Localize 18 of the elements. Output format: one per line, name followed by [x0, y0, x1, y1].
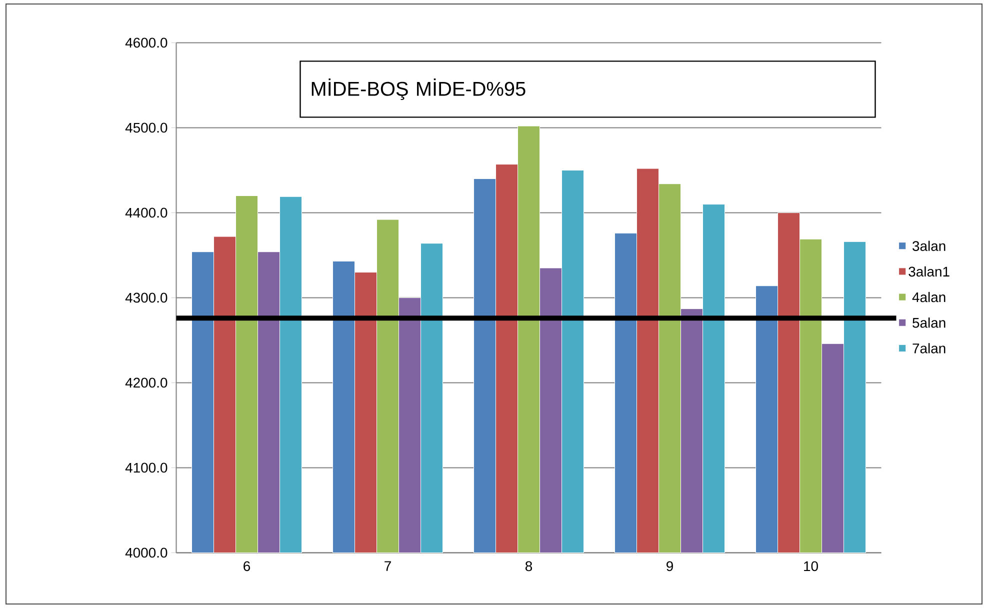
legend-label: 5alan	[912, 318, 946, 328]
x-tick-label: 8	[525, 561, 532, 572]
legend-label: 3alan	[912, 240, 946, 252]
legend-label: 7alan	[912, 343, 946, 354]
legend-label: 3alan1	[908, 266, 950, 277]
x-tick-label: 7	[384, 561, 391, 571]
y-tick-label: 4400.0	[125, 208, 168, 218]
y-tick-label: 4200.0	[125, 378, 168, 388]
x-tick-label: 9	[666, 561, 673, 572]
x-tick-label: 10	[804, 561, 818, 572]
y-tick-label: 4600.0	[125, 38, 168, 48]
legend-label: 4alan	[912, 292, 946, 302]
text: MİDE-BOŞ MİDE-D%95	[312, 78, 526, 100]
y-tick-label: 4300.0	[125, 292, 168, 303]
y-tick-label: 4500.0	[125, 122, 168, 133]
x-tick-label: 6	[244, 561, 250, 572]
y-tick-label: 4000.0	[125, 548, 168, 558]
y-tick-label: 4100.0	[125, 462, 168, 473]
